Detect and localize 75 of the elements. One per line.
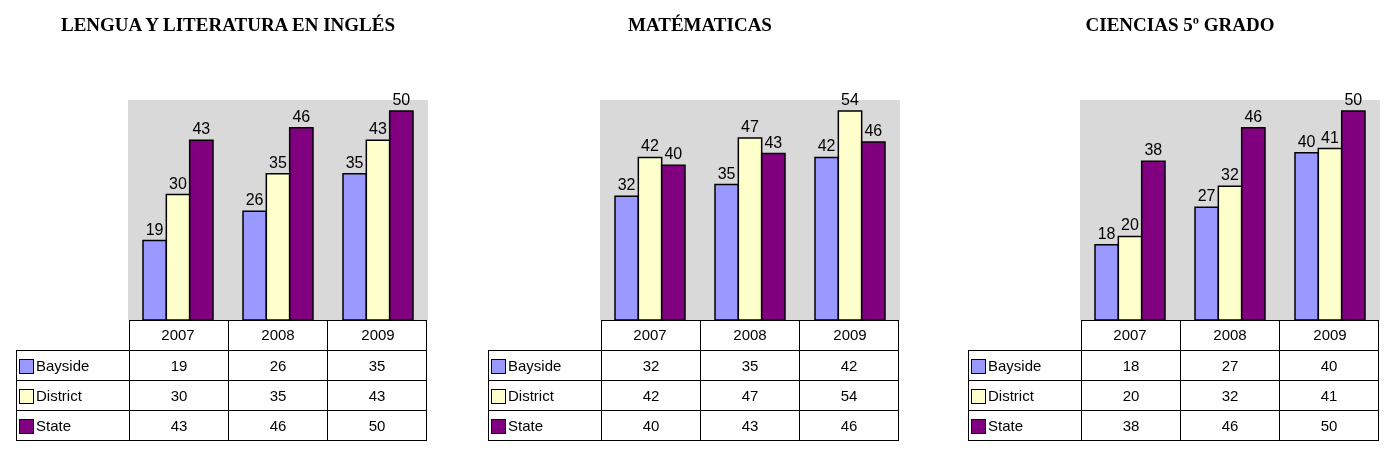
text: 32: [601, 350, 701, 381]
text: 43: [700, 410, 800, 441]
text: 40: [601, 410, 701, 441]
x-tick-label: 2007: [161, 326, 195, 343]
x-tick-label: 2008: [1213, 326, 1247, 343]
x-tick-label: 2009: [1313, 326, 1347, 343]
text: 54: [799, 380, 899, 411]
legend-label: Bayside: [968, 350, 1082, 381]
text: 50: [1279, 410, 1379, 441]
text: 35: [327, 350, 427, 381]
text: 27: [1180, 350, 1280, 381]
data-label: 47: [741, 118, 759, 136]
text: 26: [228, 350, 328, 381]
data-label: 27: [1197, 187, 1216, 205]
text: 43: [129, 410, 229, 441]
data-label: 38: [1144, 141, 1163, 159]
data-label: 20: [1121, 216, 1139, 234]
chart-title: LENGUA Y LITERATURA EN INGLÉS: [60, 14, 396, 36]
data-label: 42: [817, 137, 836, 155]
data-label: 40: [664, 145, 683, 163]
data-label: 43: [764, 133, 783, 151]
data-label: 19: [145, 220, 164, 238]
text: 20: [1081, 380, 1181, 411]
data-label: 50: [392, 91, 411, 108]
data-label: 41: [1321, 128, 1339, 146]
text: 30: [129, 380, 229, 411]
chart-title: CIENCIAS 5º GRADO: [1084, 14, 1276, 36]
text: 50: [327, 410, 427, 441]
data-label: 32: [617, 176, 636, 194]
text: 18: [1081, 350, 1181, 381]
x-tick-label: 2009: [361, 326, 395, 343]
text: 35: [228, 380, 328, 411]
x-tick-label: 2007: [633, 326, 667, 343]
data-label: 46: [864, 121, 883, 139]
data-label: 46: [292, 107, 311, 125]
data-label: 43: [369, 120, 387, 138]
data-label: 30: [169, 174, 187, 192]
legend-label: Bayside: [16, 350, 130, 381]
data-label: 18: [1097, 224, 1116, 242]
legend-label: Bayside: [488, 350, 602, 381]
data-label: 26: [245, 191, 264, 209]
data-label: 54: [841, 91, 859, 108]
text: 46: [1180, 410, 1280, 441]
text: 46: [228, 410, 328, 441]
text: 43: [327, 380, 427, 411]
data-label: 40: [1297, 132, 1316, 150]
x-tick-label: 2009: [833, 326, 867, 343]
legend-label: District: [488, 380, 602, 411]
data-label: 50: [1344, 91, 1363, 108]
text: 19: [129, 350, 229, 381]
text: 42: [601, 380, 701, 411]
data-label: 32: [1221, 166, 1239, 184]
text: 38: [1081, 410, 1181, 441]
x-tick-label: 2007: [1113, 326, 1147, 343]
chart-title: MATÉMATICAS: [627, 14, 773, 36]
text: 42: [799, 350, 899, 381]
text: 35: [700, 350, 800, 381]
legend-label: District: [968, 380, 1082, 411]
text: 40: [1279, 350, 1379, 381]
legend-label: State: [488, 410, 602, 441]
legend-label: State: [968, 410, 1082, 441]
text: 47: [700, 380, 800, 411]
data-label: 46: [1244, 107, 1263, 125]
data-label: 35: [717, 164, 736, 182]
x-tick-label: 2008: [261, 326, 295, 343]
data-label: 43: [192, 120, 211, 138]
legend-label: State: [16, 410, 130, 441]
text: 32: [1180, 380, 1280, 411]
text: 41: [1279, 380, 1379, 411]
data-label: 35: [269, 153, 287, 171]
data-label: 42: [641, 137, 659, 155]
legend-label: District: [16, 380, 130, 411]
text: 46: [799, 410, 899, 441]
data-label: 35: [345, 153, 364, 171]
x-tick-label: 2008: [733, 326, 767, 343]
